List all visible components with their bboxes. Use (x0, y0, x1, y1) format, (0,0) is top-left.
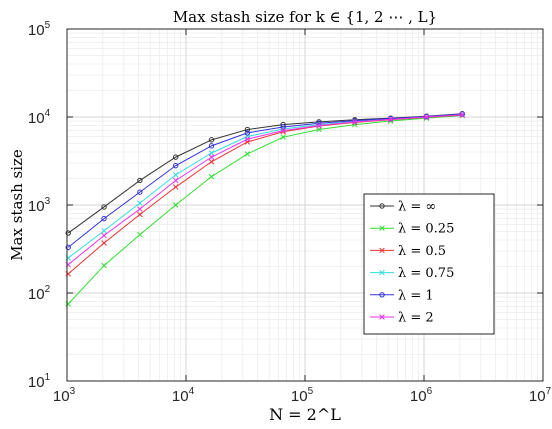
data-point (244, 126, 251, 133)
data-point (459, 112, 466, 118)
data-point (244, 130, 251, 136)
data-point (352, 117, 358, 124)
y-tick-label: 101 (28, 372, 51, 391)
legend-label: λ = 1 (398, 288, 434, 303)
axis-ticks: 103 104 105 106 107 101 102 103 104 105 (28, 20, 552, 405)
y-tick-label: 103 (28, 196, 51, 215)
data-point (423, 114, 430, 120)
chart-title: Max stash size for k ∈ {1, 2 ⋯ , L} (173, 8, 437, 26)
legend-label: λ = 0.5 (398, 244, 446, 259)
data-point (137, 200, 143, 206)
data-point (208, 143, 215, 149)
legend-marker (379, 292, 385, 298)
data-point (316, 122, 322, 129)
data-point (65, 230, 71, 236)
x-axis-title: N = 2^L (269, 405, 341, 424)
data-point (172, 154, 179, 160)
data-point (387, 115, 394, 122)
data-point (208, 154, 215, 160)
data-point (280, 127, 286, 134)
data-point (65, 244, 71, 251)
series-line (67, 114, 463, 266)
data-point (172, 184, 179, 190)
legend-entry: λ = 0.25 (370, 222, 454, 237)
legend-box (363, 193, 495, 335)
data-point (172, 162, 179, 169)
legend-label: λ = 0.25 (398, 222, 454, 237)
data-point (208, 150, 215, 156)
data-point (137, 211, 143, 218)
data-point (172, 177, 179, 184)
series-line (67, 115, 463, 305)
data-point (101, 232, 107, 239)
x-tick-label: 107 (529, 386, 552, 405)
legend-label: λ = 2 (398, 311, 434, 326)
data-point (101, 227, 107, 234)
legend-marker (379, 247, 385, 254)
legend-entry: λ = 2 (370, 311, 434, 326)
series-layer (65, 111, 466, 307)
legend-entry: λ = 0.5 (370, 244, 446, 259)
data-point (244, 151, 251, 157)
data-point (352, 119, 358, 125)
x-tick-label: 103 (53, 386, 76, 405)
legend-entry: λ = ∞ (370, 200, 436, 215)
legend-label: λ = ∞ (398, 200, 436, 215)
legend-entry: λ = 1 (370, 288, 434, 303)
x-tick-label: 106 (410, 386, 433, 405)
data-point (459, 111, 465, 117)
y-tick-label: 102 (28, 284, 51, 303)
y-axis-title: Max stash size (8, 149, 26, 261)
legend: λ = ∞ λ = 0.25 λ = 0.5 λ = 0.75 λ = 1 λ = 2 (363, 193, 495, 335)
y-tick-label: 105 (28, 20, 51, 39)
data-point (137, 231, 143, 238)
x-tick-label: 104 (172, 386, 195, 405)
x-tick-label: 105 (291, 386, 314, 405)
legend-label: λ = 0.75 (398, 266, 454, 281)
data-point (208, 137, 215, 143)
data-point (280, 124, 286, 130)
chart-title-text: Max stash size for k ∈ {1, 2 ⋯ , L} (173, 8, 437, 26)
series-line (67, 113, 463, 248)
data-point (101, 204, 107, 210)
legend-marker (379, 225, 385, 231)
data-point (101, 262, 107, 269)
legend-marker (379, 269, 385, 276)
data-point (244, 136, 251, 142)
data-point (280, 134, 286, 140)
data-point (137, 189, 143, 195)
y-tick-label: 104 (28, 108, 51, 127)
data-point (101, 215, 107, 222)
legend-entry: λ = 0.75 (370, 266, 454, 281)
legend-marker (379, 314, 385, 320)
legend-marker (379, 203, 385, 209)
series-group (65, 112, 466, 268)
data-point (208, 159, 215, 165)
data-point (137, 177, 143, 184)
data-point (208, 173, 215, 180)
data-point (101, 240, 107, 246)
data-point (137, 206, 143, 212)
data-point (387, 116, 394, 123)
data-point (172, 202, 179, 208)
data-point (172, 172, 179, 178)
